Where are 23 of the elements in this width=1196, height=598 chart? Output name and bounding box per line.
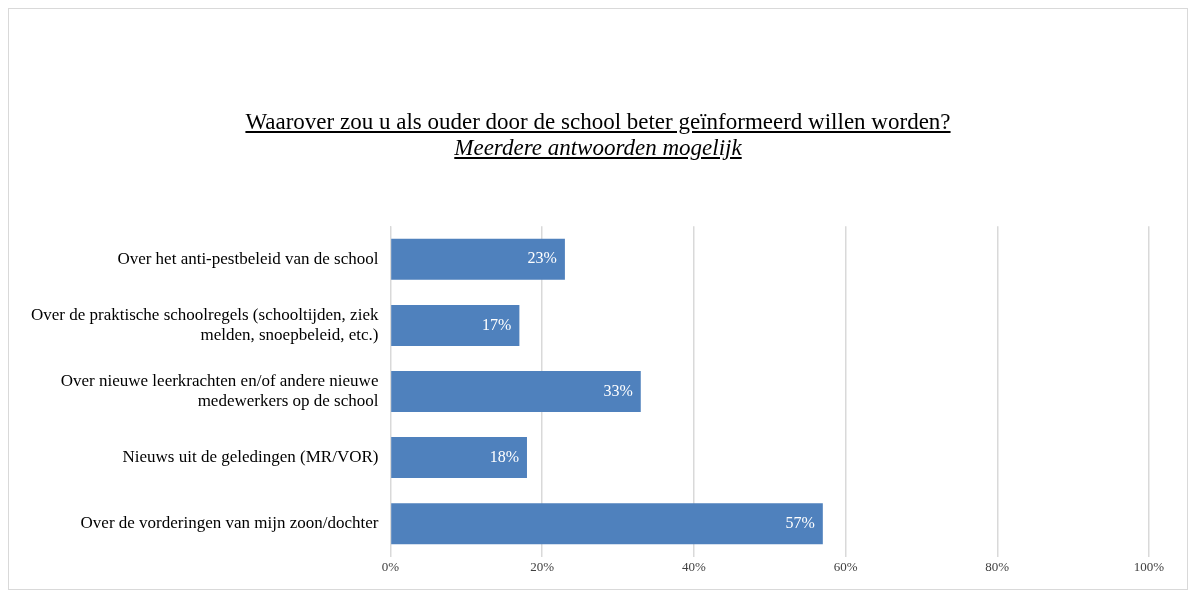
chart-subtitle: Meerdere antwoorden mogelijk (453, 135, 743, 161)
data-label: 18% (489, 447, 519, 465)
x-tick-label: 60% (833, 559, 858, 575)
chart-title: Waarover zou u als ouder door de school beter geïnformeerd willen worden? (244, 109, 952, 135)
bar (391, 304, 520, 346)
data-label: 33% (603, 381, 633, 399)
data-label: 23% (527, 249, 557, 267)
x-tick-label: 40% (681, 559, 706, 575)
bar (391, 437, 527, 479)
x-tick-label: 20% (530, 559, 555, 575)
data-label: 57% (785, 513, 815, 531)
y-tick-label: Nieuws uit de geledingen (MR/VOR) (122, 447, 379, 467)
y-tick-label: Over de vorderingen van mijn zoon/dochter (80, 513, 379, 533)
bar (391, 371, 641, 412)
bar (391, 503, 823, 545)
y-tick-label: Over nieuwe leerkrachten en/of andere nieuwe medewerkers op de school (60, 370, 379, 411)
x-tick-label: 80% (985, 559, 1010, 575)
x-tick-label: 100% (1133, 559, 1165, 575)
x-tick-label: 0% (381, 559, 400, 575)
y-tick-label: Over de praktische schoolregels (schooltijden, ziek melden, snoepbeleid, etc.) (31, 304, 379, 345)
data-label: 17% (482, 315, 512, 333)
bar (391, 238, 565, 280)
y-tick-label: Over het anti-pestbeleid van de school (117, 248, 379, 268)
